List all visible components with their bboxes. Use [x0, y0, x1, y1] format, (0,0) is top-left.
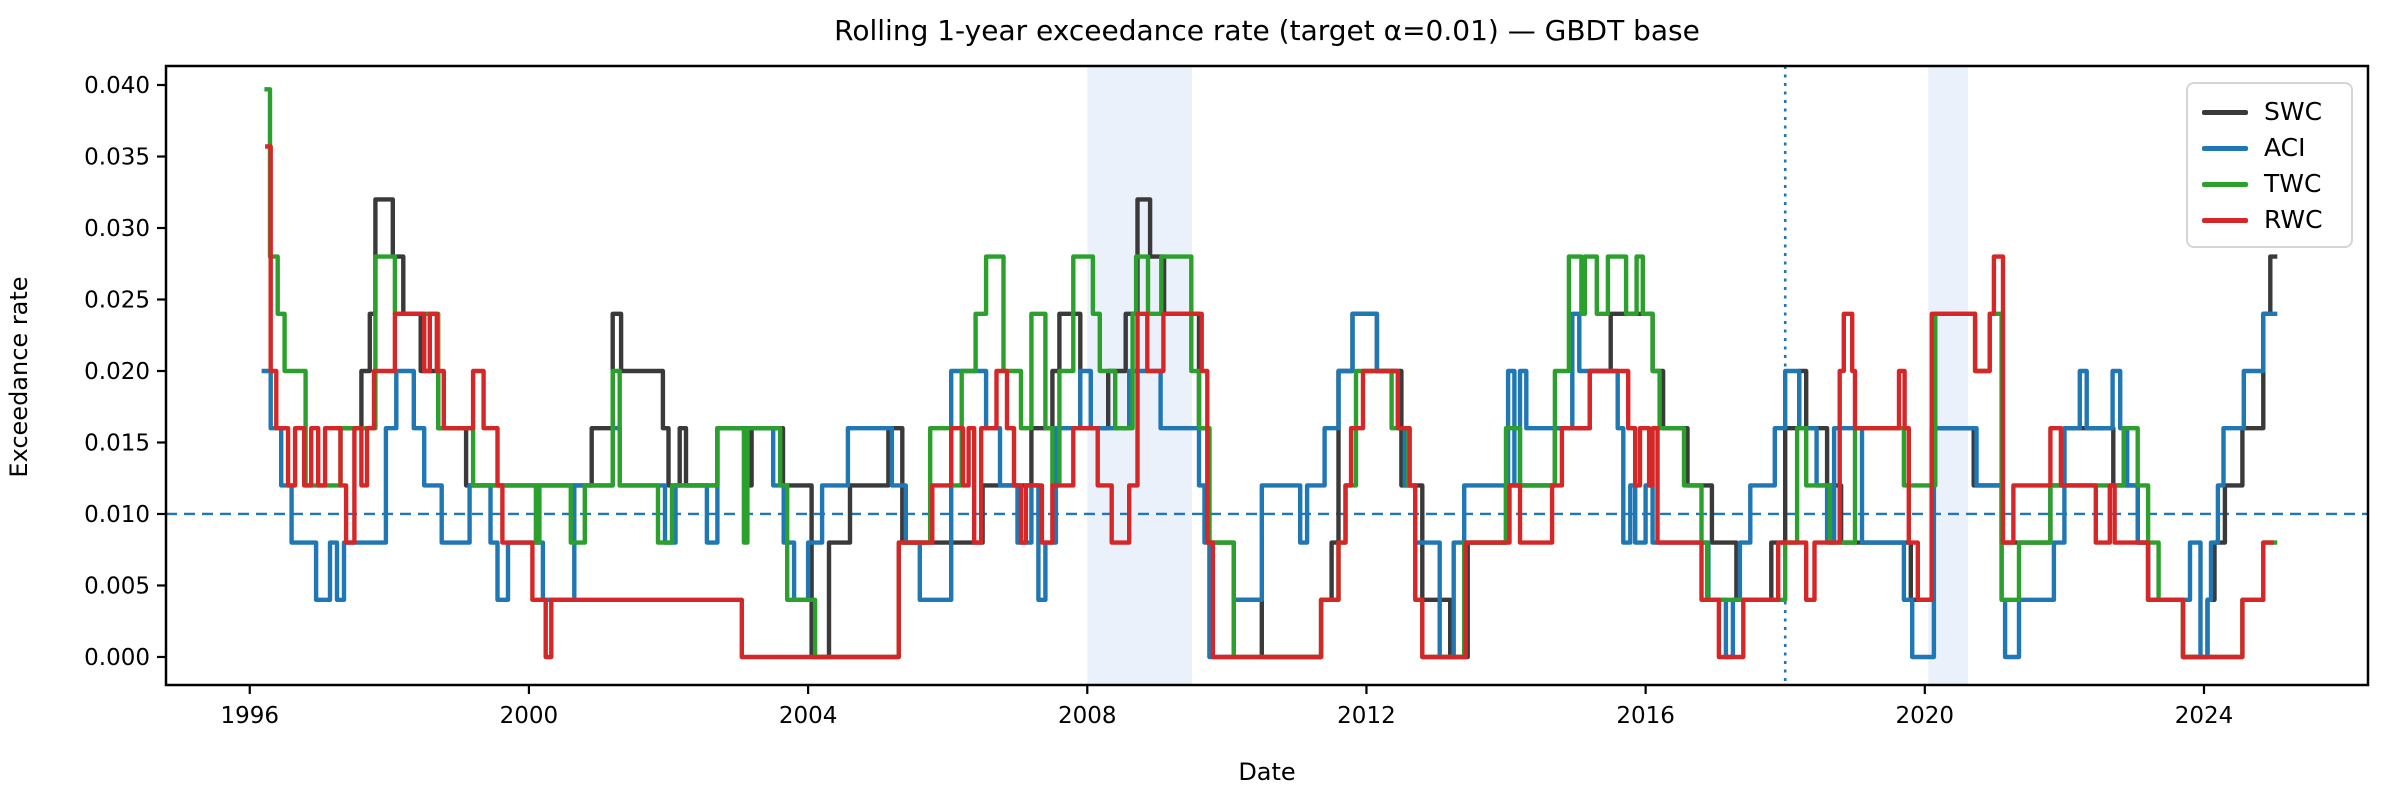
legend-item-aci: ACI: [2202, 130, 2337, 166]
plot-border: [164, 64, 2370, 687]
x-axis-ticks: 1996 2000 2004 2008 2012 2016 2020 2024: [220, 685, 2233, 729]
svg-text:0.040: 0.040: [84, 73, 150, 99]
legend-label-aci: ACI: [2264, 133, 2306, 162]
legend-label-twc: TWC: [2264, 169, 2322, 198]
svg-text:0.015: 0.015: [84, 430, 150, 456]
chart-title: Rolling 1-year exceedance rate (target α…: [834, 14, 1700, 47]
svg-text:0.030: 0.030: [84, 216, 150, 242]
svg-text:2016: 2016: [1616, 703, 1675, 729]
svg-text:1996: 1996: [220, 703, 279, 729]
legend-item-twc: TWC: [2202, 166, 2337, 202]
svg-text:2024: 2024: [2175, 703, 2234, 729]
svg-text:0.005: 0.005: [84, 573, 150, 599]
aci-line-swatch: [2202, 145, 2248, 151]
svg-text:2004: 2004: [779, 703, 838, 729]
shaded-event-bands: [1087, 66, 1969, 685]
svg-text:0.000: 0.000: [84, 645, 150, 671]
series-line-swc: [337, 197, 2278, 660]
svg-text:0.035: 0.035: [84, 145, 150, 171]
svg-text:2020: 2020: [1896, 703, 1955, 729]
svg-text:0.025: 0.025: [84, 288, 150, 314]
y-axis-label: Exceedance rate: [5, 276, 33, 478]
svg-text:0.010: 0.010: [84, 502, 150, 528]
svg-text:2008: 2008: [1058, 703, 1117, 729]
svg-text:0.020: 0.020: [84, 359, 150, 385]
svg-text:2012: 2012: [1337, 703, 1396, 729]
legend-label-rwc: RWC: [2264, 205, 2323, 234]
x-axis-label: Date: [1238, 758, 1296, 786]
legend-item-rwc: RWC: [2202, 202, 2337, 238]
legend-label-swc: SWC: [2264, 97, 2323, 126]
y-axis-ticks: 0.000 0.005 0.010 0.015 0.020 0.025 0.030 0.035…: [84, 73, 166, 671]
twc-line-swatch: [2202, 181, 2248, 187]
series-line-rwc: [265, 144, 2274, 660]
svg-text:2000: 2000: [500, 703, 559, 729]
swc-line-swatch: [2202, 109, 2248, 115]
legend-item-swc: SWC: [2202, 94, 2337, 130]
rwc-line-swatch: [2202, 217, 2248, 223]
legend: SWC ACI TWC RWC: [2186, 82, 2353, 248]
